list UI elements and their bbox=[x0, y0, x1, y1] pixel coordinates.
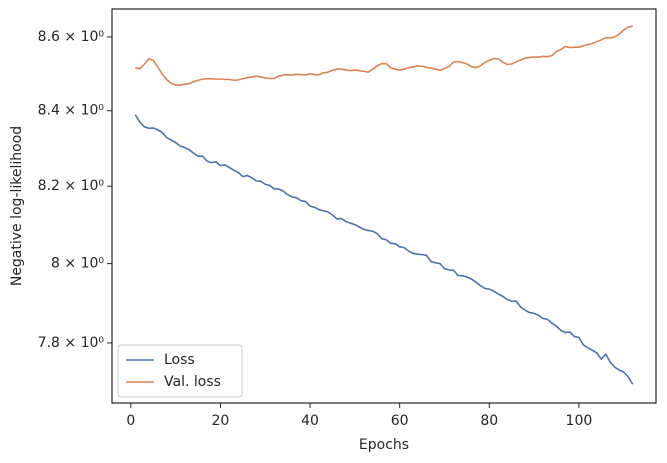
x-tick-label: 80 bbox=[480, 413, 498, 429]
x-axis-label: Epochs bbox=[359, 437, 409, 453]
legend-box bbox=[117, 344, 243, 398]
y-tick-label: 7.8 × 10⁰ bbox=[38, 335, 105, 351]
y-tick-label: 8.6 × 10⁰ bbox=[38, 29, 105, 45]
legend-label: Val. loss bbox=[164, 374, 221, 390]
x-tick-label: 40 bbox=[301, 413, 319, 429]
y-tick-label: 8 × 10⁰ bbox=[51, 256, 104, 272]
line-series bbox=[135, 25, 633, 86]
x-tick-label: 100 bbox=[566, 413, 593, 429]
x-tick-label: 20 bbox=[212, 413, 230, 429]
x-tick-label: 60 bbox=[391, 413, 409, 429]
x-tick-label: 0 bbox=[126, 413, 135, 429]
y-axis-label: Negative log-likelihood bbox=[9, 126, 25, 286]
y-tick-label: 8.2 × 10⁰ bbox=[38, 178, 105, 194]
legend-label: Loss bbox=[164, 352, 195, 368]
line-series bbox=[134, 114, 634, 385]
y-tick-label: 8.4 × 10⁰ bbox=[38, 103, 105, 119]
plot-frame bbox=[111, 8, 657, 404]
